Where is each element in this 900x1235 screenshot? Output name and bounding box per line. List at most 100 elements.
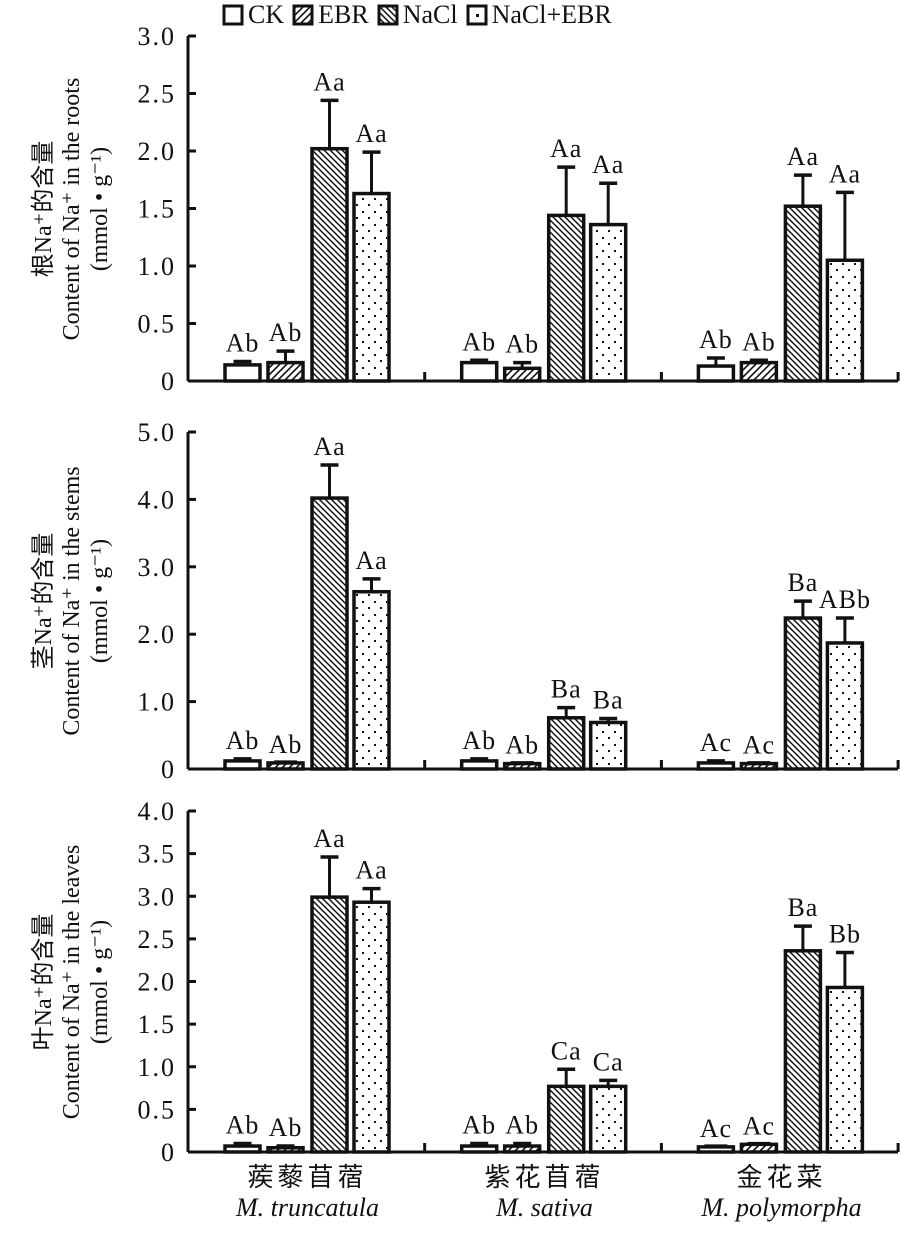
- bar-nacl-ebr: [825, 985, 865, 1154]
- y-tick-label: 3.0: [138, 553, 177, 582]
- y-tick-label: 2.5: [138, 925, 177, 954]
- significance-label: Ac: [743, 1111, 775, 1140]
- significance-label: Aa: [355, 546, 387, 575]
- y-tick-label: 1.0: [138, 252, 177, 281]
- y-axis-title-unit: (mmol • g⁻¹): [87, 919, 113, 1044]
- significance-label: ABb: [819, 585, 871, 614]
- legend-item-nacl: NaCl: [377, 0, 458, 30]
- bar-ck: [459, 759, 499, 771]
- significance-label: Aa: [787, 142, 819, 171]
- bar-nacl: [546, 213, 586, 383]
- bar-ck: [459, 1144, 499, 1154]
- legend-swatch-forward-hatch-icon: [292, 4, 314, 26]
- bar-nacl: [546, 1084, 586, 1154]
- bar-nacl: [310, 146, 349, 383]
- significance-label: Aa: [313, 824, 345, 853]
- bar-ebr: [502, 366, 542, 383]
- significance-label: Ba: [787, 893, 818, 922]
- y-tick-label: 2.0: [138, 137, 177, 166]
- y-tick-label: 0: [161, 367, 176, 396]
- legend-label: EBR: [318, 0, 369, 29]
- bar-ck: [696, 364, 736, 383]
- y-axis-title-en: Content of Na⁺ in the stems: [59, 465, 85, 736]
- bar-ebr: [739, 1142, 779, 1154]
- bar-nacl-ebr: [588, 720, 628, 771]
- significance-label: Ca: [593, 1047, 624, 1076]
- significance-label: Ab: [462, 1110, 496, 1139]
- category-label-species: M. sativa: [496, 1193, 593, 1222]
- bar-ebr: [739, 761, 779, 771]
- bar-ebr: [266, 360, 305, 383]
- legend-swatch-empty-icon: [222, 4, 244, 26]
- bar-nacl: [783, 616, 823, 771]
- y-tick-label: 1.0: [138, 1053, 177, 1082]
- bar-nacl-ebr: [825, 258, 865, 383]
- significance-label: Ba: [593, 685, 624, 714]
- legend-swatch-back-hatch-icon: [377, 4, 399, 26]
- bar-ck: [696, 761, 736, 771]
- bar-ck: [223, 1144, 262, 1154]
- category-label-sativa: 紫花苜蓿 M. sativa: [426, 1163, 663, 1223]
- significance-label: Ab: [226, 1110, 260, 1139]
- y-tick-label: 3.0: [138, 882, 177, 911]
- significance-label: Ab: [699, 325, 733, 354]
- significance-label: Ab: [226, 328, 260, 357]
- y-axis-title-zh: 茎Na⁺的含量: [31, 532, 57, 669]
- y-tick-label: 2.5: [138, 80, 177, 109]
- significance-label: Ab: [505, 330, 539, 359]
- y-axis-title-en: Content of Na⁺ in the roots: [59, 77, 85, 340]
- significance-label: Ab: [505, 1110, 539, 1139]
- significance-label: Aa: [592, 150, 624, 179]
- significance-label: Aa: [355, 119, 387, 148]
- y-axis-title-zh: 根Na⁺的含量: [31, 140, 57, 277]
- significance-label: Ab: [269, 730, 303, 759]
- bar-nacl: [310, 496, 349, 771]
- bar-nacl-ebr: [588, 1084, 628, 1154]
- bar-ck: [459, 360, 499, 383]
- significance-label: Aa: [829, 159, 861, 188]
- legend: CK EBR NaCl NaCl+EBR: [222, 0, 620, 30]
- significance-label: Ca: [551, 1036, 582, 1065]
- y-axis-title-zh: 叶Na⁺的含量: [31, 913, 57, 1050]
- y-tick-label: 2.0: [138, 620, 177, 649]
- y-tick-label: 5.0: [138, 418, 177, 447]
- significance-label: Ac: [700, 1114, 732, 1143]
- bar-nacl-ebr: [352, 900, 391, 1154]
- bar-nacl: [783, 204, 823, 383]
- legend-swatch-dots-icon: [466, 4, 488, 26]
- bar-nacl-ebr: [352, 589, 391, 771]
- significance-label: Ab: [505, 731, 539, 760]
- significance-label: Ac: [743, 731, 775, 760]
- y-tick-label: 0: [161, 755, 176, 784]
- category-label-truncatula: 蒺藜苜蓿 M. truncatula: [189, 1163, 426, 1223]
- y-tick-label: 1.5: [138, 195, 177, 224]
- bar-ck: [223, 759, 262, 771]
- bar-nacl-ebr: [588, 222, 628, 383]
- significance-label: Ab: [462, 327, 496, 356]
- y-tick-label: 0: [161, 1138, 176, 1167]
- y-axis-title-stems: 茎Na⁺的含量 Content of Na⁺ in the stems (mmo…: [30, 411, 120, 791]
- bar-nacl: [546, 716, 586, 771]
- significance-label: Bb: [829, 920, 861, 949]
- bar-ebr: [266, 1145, 305, 1154]
- y-axis-title-unit: (mmol • g⁻¹): [87, 538, 113, 663]
- bar-ebr: [266, 761, 305, 771]
- y-tick-label: 4.0: [138, 485, 177, 514]
- significance-label: Aa: [550, 134, 582, 163]
- y-axis-title-unit: (mmol • g⁻¹): [87, 146, 113, 271]
- significance-label: Ba: [551, 675, 582, 704]
- significance-label: Aa: [313, 67, 345, 96]
- category-label-zh: 蒺藜苜蓿: [247, 1163, 368, 1192]
- bar-ck: [223, 363, 262, 383]
- bar-ebr: [502, 761, 542, 771]
- bar-nacl: [783, 949, 823, 1154]
- y-axis-title-roots: 根Na⁺的含量 Content of Na⁺ in the roots (mmo…: [30, 19, 120, 399]
- legend-item-ck: CK: [222, 0, 284, 30]
- category-label-species: M. truncatula: [236, 1193, 379, 1222]
- bar-nacl-ebr: [352, 191, 391, 383]
- y-axis-title-leaves: 叶Na⁺的含量 Content of Na⁺ in the leaves (mm…: [30, 792, 120, 1172]
- legend-label: CK: [248, 0, 285, 29]
- y-tick-label: 3.0: [138, 22, 177, 51]
